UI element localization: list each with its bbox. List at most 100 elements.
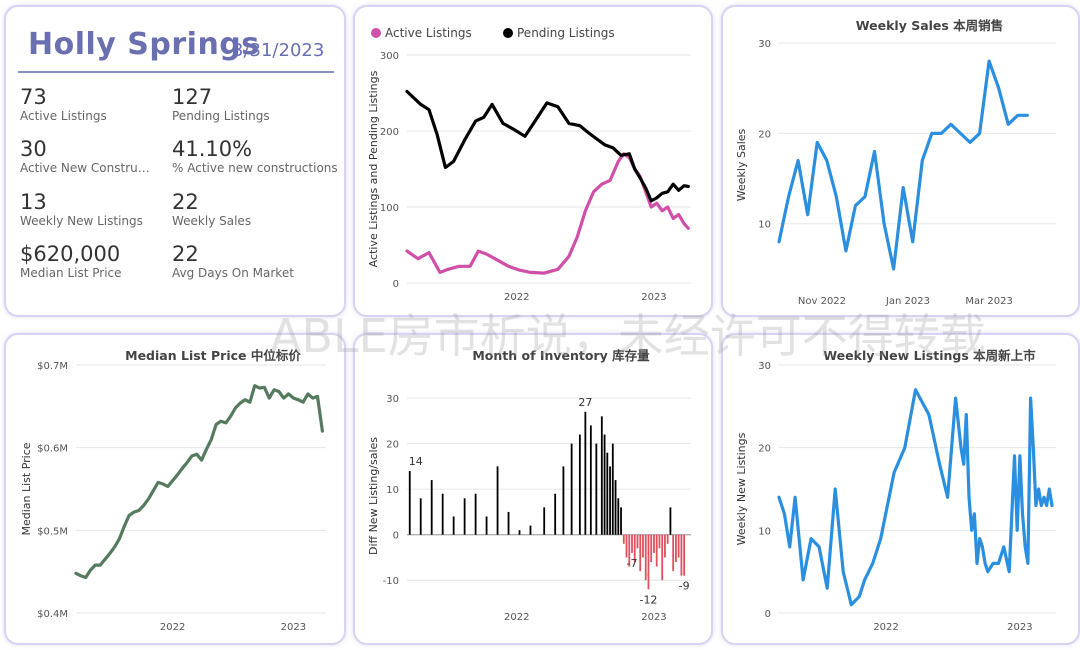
bar bbox=[606, 452, 609, 535]
y-tick-label: 100 bbox=[380, 203, 399, 214]
x-tick-label: Mar 2023 bbox=[965, 296, 1013, 307]
weekly-new-listings-panel: 0 10 20 30 2022 2023 Weekly New Listings 本周新上市… bbox=[721, 333, 1080, 645]
bar bbox=[672, 534, 675, 572]
y-tick-label: 0 bbox=[393, 279, 399, 290]
y-tick-label: 10 bbox=[758, 526, 771, 537]
bar bbox=[562, 466, 565, 535]
chart-title: Weekly New Listings 本周新上市 bbox=[823, 348, 1036, 363]
bar bbox=[595, 443, 598, 535]
kpi-value: 127 bbox=[172, 85, 213, 109]
y-axis-label: Weekly Sales bbox=[735, 128, 748, 201]
kpi-value: $620,000 bbox=[20, 242, 121, 266]
y-tick-label: -10 bbox=[383, 576, 399, 587]
x-tick-label: 2023 bbox=[281, 622, 306, 633]
bar bbox=[647, 534, 650, 590]
y-axis-label: Weekly New Listings bbox=[735, 432, 748, 545]
kpi-card: Holly Springs 3/31/2023 73 Active Listin… bbox=[4, 5, 346, 317]
kpi-label: Median List Price bbox=[20, 266, 122, 280]
bar bbox=[600, 416, 603, 535]
bar bbox=[622, 534, 625, 544]
bar bbox=[441, 493, 444, 535]
kpi-label: Weekly New Listings bbox=[20, 214, 143, 228]
x-tick-label: 2022 bbox=[504, 612, 529, 623]
bar bbox=[518, 530, 521, 535]
x-tick-label: Nov 2022 bbox=[798, 296, 846, 307]
y-tick-label: 0 bbox=[393, 531, 399, 542]
bar bbox=[589, 425, 592, 535]
bar bbox=[529, 525, 532, 535]
bar bbox=[644, 534, 647, 581]
weekly-sales-line-chart: 10 20 30 Nov 2022 Jan 2023 Mar 2023 Weekly Sal… bbox=[735, 18, 1056, 307]
chart-title: Median List Price 中位标价 bbox=[125, 348, 301, 363]
bar bbox=[683, 534, 686, 576]
x-tick-label: 2023 bbox=[641, 612, 666, 623]
x-tick-label: 2022 bbox=[160, 622, 185, 633]
bar bbox=[680, 534, 683, 576]
bar bbox=[611, 443, 614, 535]
weekly-sales-panel: 10 20 30 Nov 2022 Jan 2023 Mar 2023 Weekly Sal… bbox=[721, 5, 1080, 317]
bar bbox=[570, 443, 573, 535]
series-line-1 bbox=[405, 89, 690, 203]
x-tick-label: Jan 2023 bbox=[885, 296, 930, 307]
bar bbox=[507, 511, 510, 535]
bar bbox=[650, 534, 653, 563]
bar bbox=[543, 507, 546, 535]
bar bbox=[614, 480, 617, 535]
kpi-value: 13 bbox=[20, 190, 47, 214]
series-line-0 bbox=[777, 388, 1054, 607]
bar bbox=[419, 498, 422, 535]
months-inventory-bar-chart: -10 0 10 20 30 2022 2023 Month of Inventory 库存量… bbox=[367, 348, 691, 623]
bar bbox=[463, 498, 466, 535]
kpi-label: Avg Days On Market bbox=[172, 266, 294, 280]
kpi-value: 73 bbox=[20, 85, 47, 109]
title-divider bbox=[18, 71, 334, 73]
data-label: -12 bbox=[639, 593, 657, 606]
bar bbox=[669, 507, 672, 535]
kpi-value: 30 bbox=[20, 137, 47, 161]
bar bbox=[661, 534, 664, 581]
chart-title: Month of Inventory 库存量 bbox=[472, 348, 650, 363]
bar bbox=[633, 534, 636, 563]
kpi-avg-days-on-market: 22 Avg Days On Market bbox=[172, 242, 294, 280]
months-inventory-panel: -10 0 10 20 30 2022 2023 Month of Inventory 库存量… bbox=[353, 333, 713, 645]
y-tick-label: 20 bbox=[758, 129, 771, 140]
x-tick-label: 2023 bbox=[1007, 622, 1032, 633]
kpi-label: Active New Constructi... bbox=[20, 161, 155, 175]
bar bbox=[677, 534, 680, 558]
bar bbox=[452, 516, 455, 535]
kpi-label: Active Listings bbox=[20, 109, 107, 123]
y-tick-label: 30 bbox=[386, 394, 399, 405]
kpi-value: 41.10% bbox=[172, 137, 253, 161]
data-label: 14 bbox=[409, 455, 423, 468]
y-tick-label: 10 bbox=[758, 220, 771, 231]
bar bbox=[642, 534, 644, 558]
y-axis-label: Active Listings and Pending Listings bbox=[367, 70, 380, 267]
median-price-line-chart: $0.4M $0.5M $0.6M $0.7M 2022 2023 Median List … bbox=[20, 348, 326, 633]
legend-label: Pending Listings bbox=[517, 26, 615, 40]
legend-marker bbox=[503, 28, 513, 38]
bar bbox=[639, 534, 642, 572]
series-line-0 bbox=[777, 59, 1029, 271]
y-tick-label: 0 bbox=[765, 609, 771, 620]
bar bbox=[620, 507, 622, 535]
y-tick-label: 20 bbox=[758, 444, 771, 455]
y-axis-label: Median List Price bbox=[20, 442, 33, 535]
y-axis-label: Diff New Listing/sales bbox=[367, 437, 380, 555]
median-price-panel: $0.4M $0.5M $0.6M $0.7M 2022 2023 Median List … bbox=[4, 333, 346, 645]
bar bbox=[496, 466, 499, 535]
kpi-median-list-price: $620,000 Median List Price bbox=[20, 242, 122, 280]
bar bbox=[578, 434, 581, 535]
bar bbox=[554, 493, 557, 535]
y-tick-label: 20 bbox=[386, 440, 399, 451]
x-tick-label: 2022 bbox=[504, 292, 529, 303]
kpi-pct-new-construction: 41.10% % Active new constructions bbox=[172, 137, 338, 175]
y-tick-label: 30 bbox=[758, 39, 771, 50]
legend-label: Active Listings bbox=[385, 26, 472, 40]
kpi-active-listings: 73 Active Listings bbox=[20, 85, 107, 123]
kpi-label: Pending Listings bbox=[172, 109, 270, 123]
bar bbox=[625, 534, 628, 558]
y-tick-label: $0.6M bbox=[37, 444, 68, 455]
kpi-value: 22 bbox=[172, 190, 199, 214]
bar bbox=[675, 534, 677, 563]
bar bbox=[584, 411, 587, 535]
